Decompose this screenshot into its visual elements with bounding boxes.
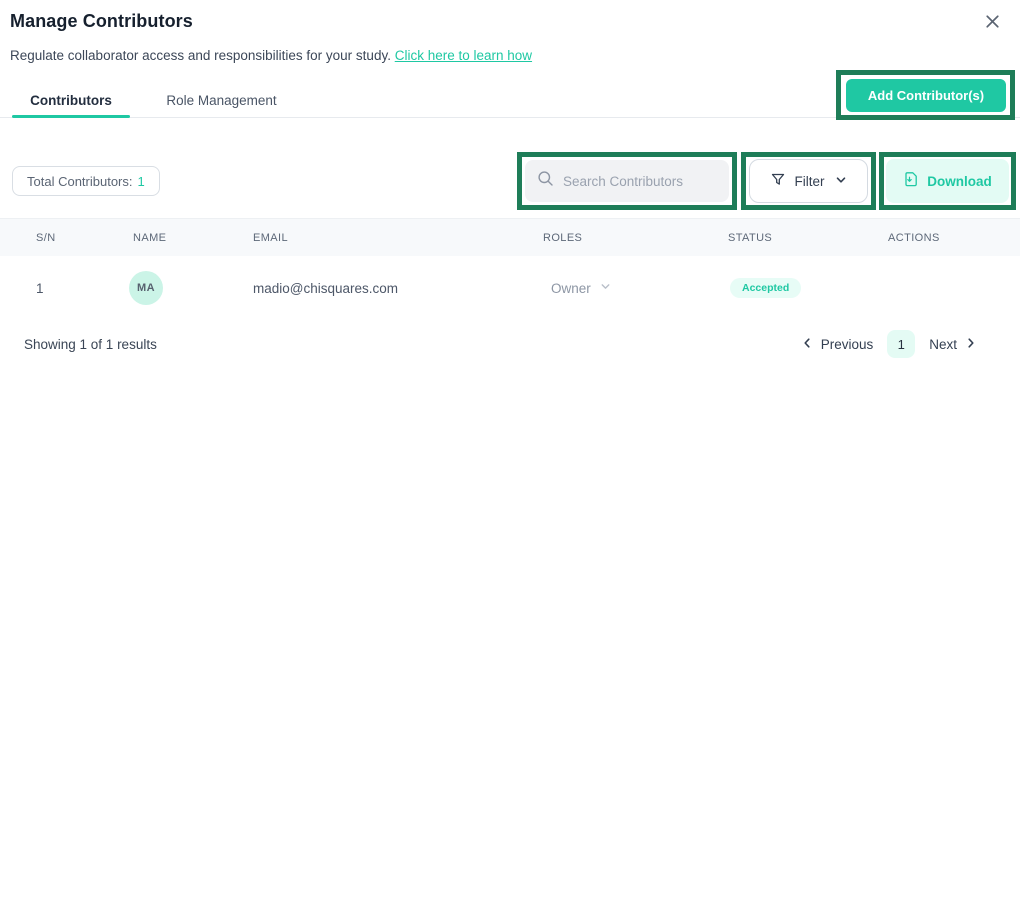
next-page-button[interactable]: Next	[929, 336, 978, 353]
chevron-down-icon	[834, 173, 848, 190]
pagination: Previous 1 Next	[800, 330, 978, 358]
column-header-status: STATUS	[728, 232, 773, 244]
active-tab-underline	[12, 115, 130, 118]
cell-name: MA	[129, 256, 163, 320]
search-contributors-input[interactable]	[563, 173, 717, 189]
filter-funnel-icon	[770, 172, 786, 191]
learn-how-link[interactable]: Click here to learn how	[394, 48, 533, 63]
tab-role-management[interactable]: Role Management	[150, 89, 293, 111]
table-header-row: S/N NAME EMAIL ROLES STATUS ACTIONS	[0, 218, 1020, 256]
previous-label: Previous	[820, 336, 874, 352]
column-header-name: NAME	[133, 232, 167, 244]
download-button-label: Download	[927, 173, 992, 189]
close-icon	[983, 12, 1002, 34]
chevron-down-icon	[599, 280, 612, 296]
total-contributors-label: Total Contributors:	[27, 173, 133, 189]
total-contributors-chip: Total Contributors: 1	[12, 166, 160, 196]
chevron-left-icon	[800, 336, 814, 353]
search-icon	[537, 170, 563, 192]
tabs-divider	[0, 117, 1020, 118]
tab-contributors[interactable]: Contributors	[12, 89, 130, 111]
role-dropdown[interactable]: Owner	[551, 280, 612, 296]
column-header-actions: ACTIONS	[888, 232, 940, 244]
page-subtitle: Regulate collaborator access and respons…	[10, 48, 532, 63]
page-title: Manage Contributors	[10, 11, 193, 31]
status-badge: Accepted	[730, 278, 802, 298]
download-file-icon	[903, 171, 920, 191]
close-button[interactable]	[980, 11, 1004, 35]
avatar: MA	[129, 271, 163, 305]
column-header-email: EMAIL	[253, 232, 289, 244]
total-contributors-value: 1	[137, 173, 145, 189]
results-summary: Showing 1 of 1 results	[24, 336, 157, 352]
download-button[interactable]: Download	[886, 159, 1009, 203]
table-row: 1 MA madio@chisquares.com Owner Accepted	[0, 256, 1020, 320]
filter-button[interactable]: Filter	[749, 159, 868, 203]
cell-status: Accepted	[730, 256, 802, 320]
page-number-button[interactable]: 1	[887, 330, 916, 358]
column-header-roles: ROLES	[543, 232, 583, 244]
add-contributors-button[interactable]: Add Contributor(s)	[846, 79, 1006, 112]
search-contributors-box[interactable]	[525, 160, 729, 202]
previous-page-button[interactable]: Previous	[800, 336, 874, 353]
chevron-right-icon	[964, 336, 978, 353]
cell-email: madio@chisquares.com	[253, 280, 399, 296]
role-dropdown-value: Owner	[551, 280, 591, 296]
cell-role: Owner	[551, 256, 612, 320]
filter-button-label: Filter	[794, 173, 825, 189]
next-label: Next	[929, 336, 957, 352]
cell-serial-number: 1	[36, 280, 44, 296]
column-header-sn: S/N	[36, 232, 56, 244]
subtitle-text: Regulate collaborator access and respons…	[10, 48, 391, 63]
